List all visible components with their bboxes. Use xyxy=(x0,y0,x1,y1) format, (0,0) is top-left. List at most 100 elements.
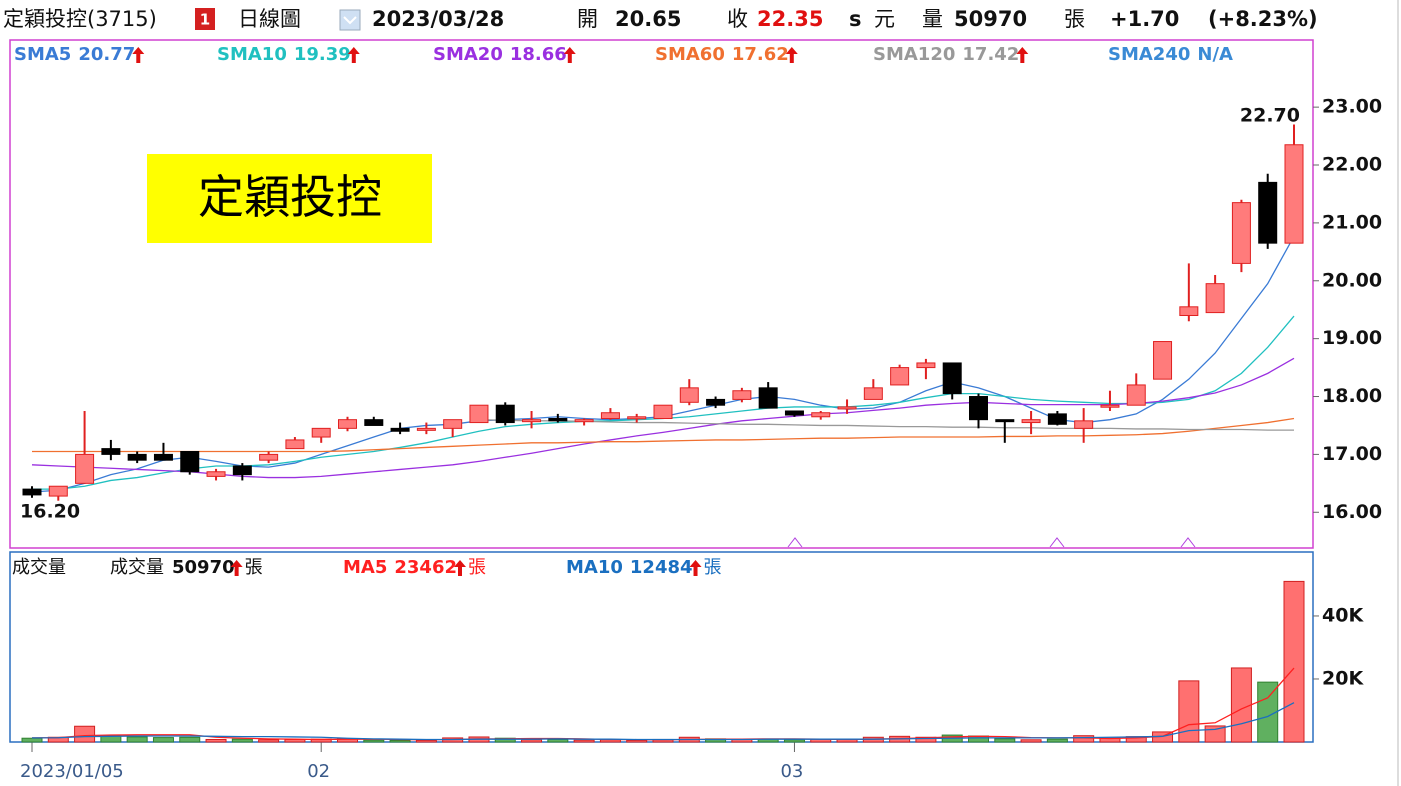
legend-value: 20.77 xyxy=(78,44,135,65)
x-tick-label: 02 xyxy=(307,761,330,782)
legend-value: 12484 xyxy=(630,557,693,578)
candle-body xyxy=(1284,144,1304,244)
legend-name: SMA5 xyxy=(14,44,71,65)
dropdown-arrow xyxy=(343,16,357,25)
candle-body xyxy=(75,453,95,484)
candle-body xyxy=(495,404,515,424)
y-tick-label: 16.00 xyxy=(1322,501,1382,523)
candle-body xyxy=(469,404,489,424)
legend-unit: 張 xyxy=(704,557,722,578)
candle-body xyxy=(1021,419,1041,424)
volume-title: 成交量 xyxy=(12,557,66,578)
volume-bar xyxy=(521,739,543,743)
volume-bar xyxy=(1020,739,1042,743)
up-arrow xyxy=(454,560,466,576)
legend-entry: SMA240 N/A xyxy=(1108,44,1233,65)
candle-body xyxy=(837,406,857,410)
candle-body xyxy=(942,362,962,395)
y-tick-label: 23.00 xyxy=(1322,96,1382,118)
legend-name: SMA10 xyxy=(217,44,287,65)
candle-body xyxy=(390,427,410,432)
candle-body xyxy=(101,448,121,455)
legend-name: SMA60 xyxy=(655,44,725,65)
volume-bar xyxy=(783,739,805,743)
volume-bar xyxy=(1073,735,1095,743)
candle-body xyxy=(758,387,778,409)
dropdown[interactable] xyxy=(339,9,361,31)
volume-bar xyxy=(179,736,201,743)
markers xyxy=(787,537,1196,548)
candle-body xyxy=(1179,306,1199,316)
annotation-box xyxy=(147,154,432,243)
y-tick-label: 18.00 xyxy=(1322,385,1382,407)
y-tick-label: 20K xyxy=(1322,667,1364,689)
volume-bar xyxy=(389,739,411,743)
candle-body xyxy=(22,488,42,496)
legend-entry: SMA10 19.39 xyxy=(217,44,351,65)
candle-body xyxy=(206,471,226,477)
volume-value: 50970 xyxy=(954,7,1027,31)
candle-body xyxy=(600,412,620,420)
change: +1.70 xyxy=(1110,7,1179,31)
candle-body xyxy=(1074,420,1094,429)
legend-entry: MA5 23462 xyxy=(343,557,457,578)
legend-value: 17.62 xyxy=(732,44,789,65)
volume-bar xyxy=(21,737,43,743)
legend-entry: SMA120 17.42 xyxy=(873,44,1019,65)
stock-name: 定穎投控(3715) xyxy=(3,7,157,31)
candle-body xyxy=(995,419,1015,423)
candle-body xyxy=(706,398,726,406)
y-tick-label: 20.00 xyxy=(1322,269,1382,291)
candle-body xyxy=(48,485,68,497)
volume-bar xyxy=(126,736,148,743)
legend-value: 18.66 xyxy=(510,44,567,65)
y-tick-label: 19.00 xyxy=(1322,327,1382,349)
candle-body xyxy=(1126,384,1146,406)
close-value: 22.35 xyxy=(757,7,823,31)
x-tick-label: 2023/01/05 xyxy=(20,761,124,782)
close-label: 收 xyxy=(727,7,748,31)
up-arrow xyxy=(1016,47,1029,63)
price-panel xyxy=(9,39,1314,549)
legend-name: 成交量 xyxy=(110,557,164,578)
volume-bar xyxy=(547,738,569,743)
candle-body xyxy=(180,451,200,473)
legend-value: 17.42 xyxy=(962,44,1019,65)
y-tick-label: 22.00 xyxy=(1322,154,1382,176)
candle-body xyxy=(522,419,542,423)
up-arrow xyxy=(785,47,798,63)
currency: 元 xyxy=(874,7,895,31)
up-arrow xyxy=(689,560,702,576)
y-tick-label: 21.00 xyxy=(1322,211,1382,233)
badge: 1 xyxy=(200,11,210,29)
volume-bar xyxy=(152,737,174,743)
candle-body xyxy=(732,390,752,400)
candle-body xyxy=(338,419,357,429)
up-arrow xyxy=(347,47,360,63)
legend-entry: SMA20 18.66 xyxy=(433,44,567,65)
candle-body xyxy=(1258,181,1278,244)
up-arrow xyxy=(563,47,576,63)
volume-bar xyxy=(415,739,437,743)
candle-body xyxy=(443,419,463,429)
y-tick-label: 40K xyxy=(1322,604,1364,626)
annotation: 定穎投控 xyxy=(198,170,382,224)
candle-body xyxy=(1205,283,1225,314)
date: 2023/03/28 xyxy=(372,7,504,31)
high-label: 22.70 xyxy=(1240,105,1300,127)
candle-body xyxy=(1100,404,1120,408)
x-tick-label: 03 xyxy=(780,761,803,782)
volume-bar xyxy=(1230,667,1252,743)
legend-name: SMA240 xyxy=(1108,44,1190,65)
open-value: 20.65 xyxy=(615,7,681,31)
volume-bar xyxy=(1046,738,1068,743)
up-arrow xyxy=(132,47,145,63)
candle-body xyxy=(916,362,936,369)
legend-name: MA5 xyxy=(343,557,387,578)
candle-body xyxy=(653,404,673,420)
low-label: 16.20 xyxy=(20,501,80,523)
volume-legend: 成交量 50970 xyxy=(110,557,235,578)
s-mark: s xyxy=(849,7,862,31)
candle-body xyxy=(1153,341,1173,380)
candle-body xyxy=(311,427,331,438)
